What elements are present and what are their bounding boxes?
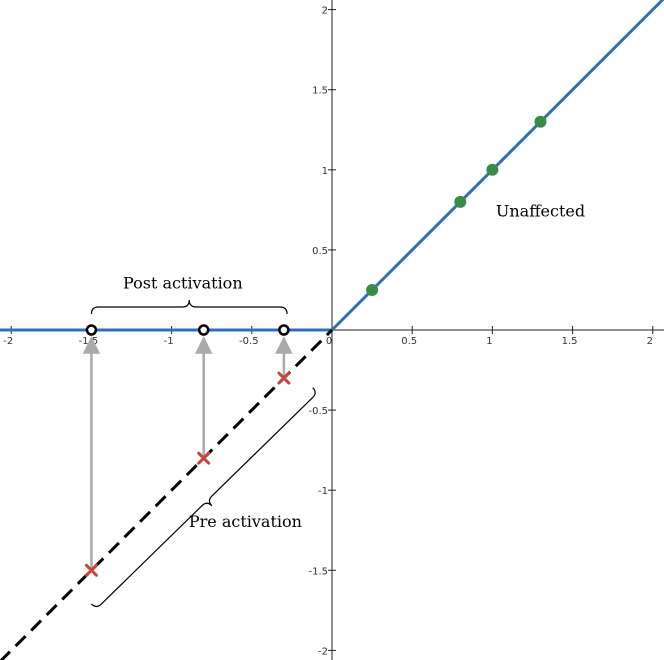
post-activation-point <box>85 324 98 336</box>
x-tick-label: -0.5 <box>239 336 259 347</box>
y-tick-label: -2 <box>318 646 328 657</box>
x-tick-label: 1.5 <box>562 336 578 347</box>
y-tick-label: -1 <box>318 486 328 497</box>
y-tick-label: 2 <box>322 6 328 17</box>
x-tick-label: 1 <box>486 336 492 347</box>
x-tick-label: 0.5 <box>401 336 417 347</box>
annotation-unaffected: Unaffected <box>496 201 585 220</box>
y-tick-label: -1.5 <box>308 566 328 577</box>
unaffected-point <box>454 195 467 208</box>
pre-activation-line <box>0 328 334 660</box>
y-tick-label: 0.5 <box>312 246 328 257</box>
post-activation-brace <box>90 299 288 315</box>
annotation-post-activation: Post activation <box>123 273 243 292</box>
y-tick-label: 1.5 <box>312 86 328 97</box>
unaffected-point <box>366 283 379 296</box>
unaffected-point <box>486 163 499 176</box>
x-tick-label: 2 <box>647 336 653 347</box>
x-tick-label: -1.5 <box>79 336 99 347</box>
series-points <box>84 115 547 577</box>
pre-activation-point <box>197 451 211 465</box>
annotations: Post activation Pre activation Unaffecte… <box>123 201 585 531</box>
y-tick-label: 1 <box>322 166 328 177</box>
post-activation-point <box>197 324 210 336</box>
post-activation-point <box>278 324 290 336</box>
x-tick-label: -2 <box>3 336 13 347</box>
pre-activation-point <box>277 371 291 385</box>
arrows <box>82 336 293 571</box>
y-tick-label: -0.5 <box>308 406 328 417</box>
annotation-pre-activation: Pre activation <box>189 512 302 531</box>
x-tick-label: -1 <box>164 336 174 347</box>
unaffected-point <box>534 115 547 128</box>
x-tick-label: 0 <box>326 336 332 347</box>
pre-activation-point <box>84 563 98 577</box>
